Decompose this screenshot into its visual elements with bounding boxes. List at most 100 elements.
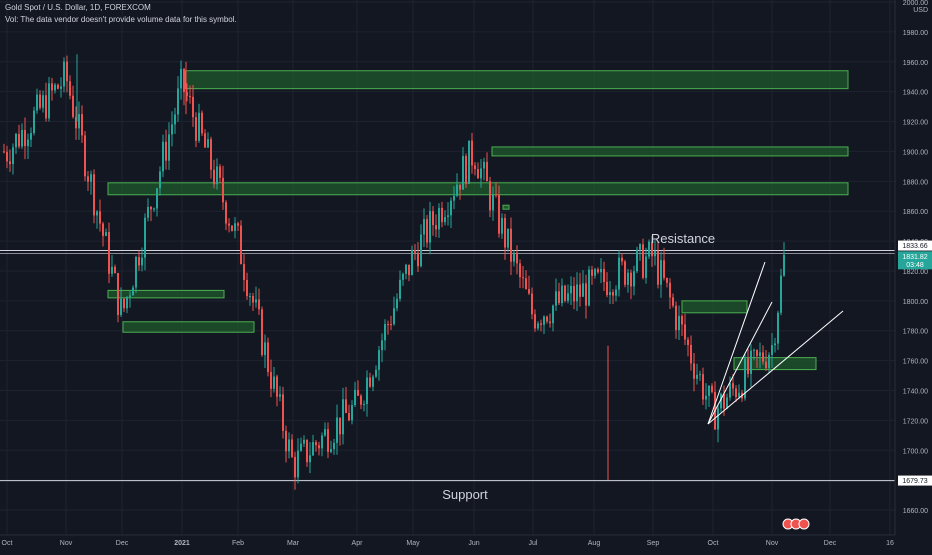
resistance-price-value: 1833.66 [902, 243, 927, 250]
candle-body [426, 219, 428, 243]
trendline[interactable] [707, 310, 844, 425]
candle-body [429, 211, 431, 243]
candle-body [438, 207, 440, 230]
time-tick-label: Oct [2, 540, 13, 547]
price-tick-label: 1700.00 [903, 448, 928, 455]
candle-body [312, 442, 314, 456]
candle-body [111, 266, 113, 274]
candle-body [528, 289, 530, 294]
candle-body [540, 323, 542, 325]
time-tick-label: 2021 [174, 540, 190, 547]
candle-body [363, 403, 365, 405]
candle-body [783, 254, 785, 276]
price-tick-label: 1860.00 [903, 209, 928, 216]
candle-body [573, 285, 575, 302]
support-price-value: 1679.73 [902, 478, 927, 485]
candle-body [291, 439, 293, 457]
time-tick-label: Mar [287, 540, 300, 547]
candle-body [240, 225, 242, 265]
candle-body [171, 124, 173, 135]
candle-body [462, 155, 464, 190]
supply-zone-rect[interactable] [491, 146, 849, 157]
supply-zone-rect[interactable] [107, 182, 849, 196]
candle-body [264, 342, 266, 355]
bar-countdown: 03:48 [906, 262, 924, 269]
candle-body [480, 168, 482, 179]
supply-demand-zones[interactable] [107, 70, 849, 371]
candle-body [324, 429, 326, 436]
candle-body [60, 86, 62, 89]
candle-body [249, 296, 251, 298]
economic-event-markers[interactable] [782, 518, 810, 530]
supply-zone-rect[interactable] [733, 357, 817, 371]
candle-body [696, 374, 698, 379]
supply-zone-rect[interactable] [184, 70, 849, 90]
candle-body [654, 251, 656, 257]
candle-body [633, 271, 635, 287]
candle-body [225, 202, 227, 224]
candle-body [336, 417, 338, 443]
candle-body [117, 273, 119, 315]
supply-zone-rect[interactable] [122, 321, 255, 333]
resistance-price-badge [898, 240, 932, 251]
price-tick-label: 1740.00 [903, 389, 928, 396]
symbol-title[interactable]: Gold Spot / U.S. Dollar, 1D, FOREXCOM [5, 3, 151, 12]
trendline[interactable] [707, 261, 766, 425]
candle-body [762, 352, 764, 362]
candle-body [204, 133, 206, 148]
candle-body [672, 297, 674, 306]
candle-body [258, 299, 260, 310]
candle-body [57, 84, 59, 89]
price-axis[interactable]: 2000.00 1980.00 1960.00 1940.00 1920.00 1900.… [894, 0, 932, 550]
price-tick-label: 1760.00 [903, 359, 928, 366]
candle-body [780, 275, 782, 313]
horizontal-levels[interactable] [0, 250, 895, 482]
candle-body [45, 95, 47, 119]
candle-body [498, 194, 500, 234]
candle-body [579, 284, 581, 297]
time-axis[interactable]: Oct Nov Dec 2021 Feb Mar Apr May Jun Jul Aug Sep Oct… [0, 534, 932, 550]
candle-body [690, 344, 692, 364]
candle-body [414, 249, 416, 253]
candle-body [405, 264, 407, 274]
candle-body [345, 399, 347, 414]
trendlines[interactable] [707, 261, 844, 425]
candle-body [129, 295, 131, 297]
candle-body [522, 277, 524, 279]
event-flag-icon[interactable] [798, 518, 810, 530]
candle-body [447, 215, 449, 218]
candle-body [648, 241, 650, 257]
candle-body [207, 139, 209, 148]
candle-body [504, 217, 506, 248]
candle-body [243, 264, 245, 281]
candle-body [177, 88, 179, 115]
candle-body [627, 272, 629, 285]
candle-body [36, 94, 38, 111]
candle-body [252, 296, 254, 303]
candle-body [54, 84, 56, 91]
candle-body [399, 279, 401, 299]
candle-body [222, 177, 224, 203]
candle-body [507, 228, 509, 248]
trendline[interactable] [707, 301, 773, 425]
last-price-badge [898, 251, 932, 270]
price-tick-label: 1820.00 [903, 269, 928, 276]
supply-zone-rect[interactable] [107, 289, 225, 299]
candle-body [549, 321, 551, 324]
candle-body [12, 147, 14, 165]
candle-body [486, 161, 488, 182]
candle-body [288, 439, 290, 452]
price-tick-label: 1980.00 [903, 30, 928, 37]
candle-body [660, 260, 662, 285]
candle-body [42, 95, 44, 108]
supply-zone-rect[interactable] [681, 300, 748, 314]
candle-body [63, 61, 65, 87]
candle-body [744, 358, 746, 399]
candle-body [465, 155, 467, 184]
last-price-value: 1831.82 [902, 254, 927, 261]
candle-body [381, 340, 383, 351]
time-tick-label: Aug [588, 540, 601, 547]
candle-body [702, 374, 704, 400]
